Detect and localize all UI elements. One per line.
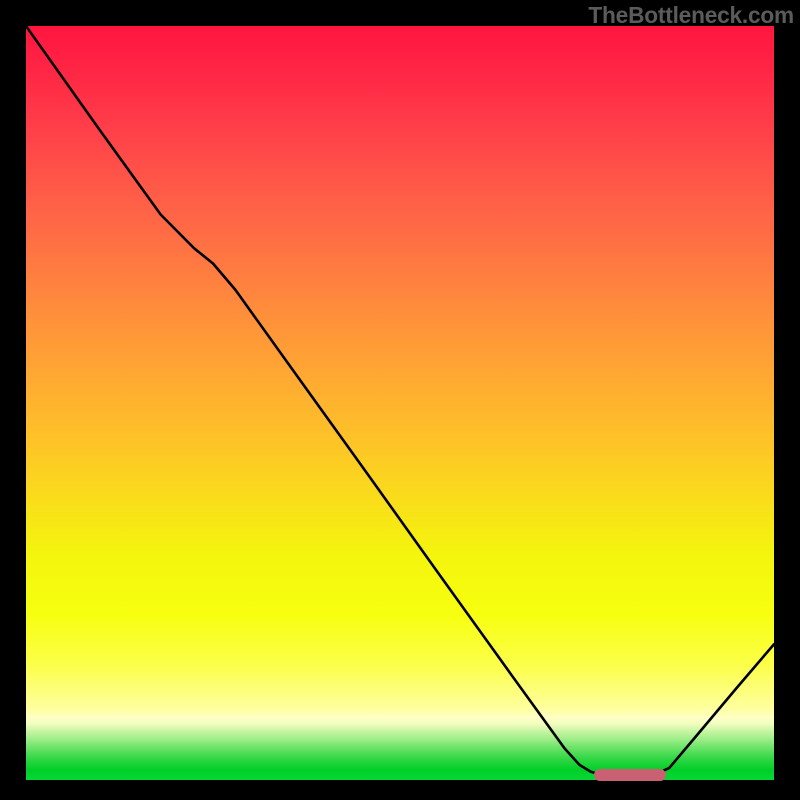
optimal-range-marker	[594, 769, 665, 781]
plot-area	[26, 26, 774, 780]
gradient-background	[26, 26, 774, 780]
plot-svg	[26, 26, 774, 780]
watermark-text: TheBottleneck.com	[588, 2, 794, 29]
canvas: TheBottleneck.com	[0, 0, 800, 800]
